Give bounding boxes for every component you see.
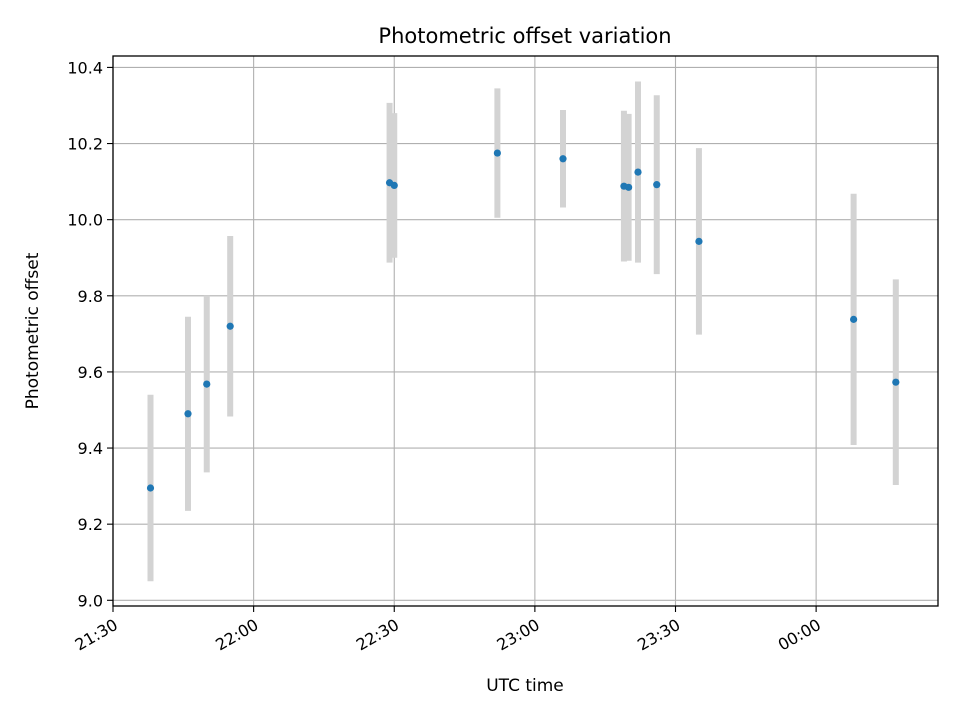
data-point (184, 410, 192, 418)
data-point (390, 181, 398, 190)
y-tick-label: 9.8 (78, 287, 103, 306)
data-point (695, 237, 703, 245)
y-tick-label: 9.6 (78, 363, 103, 382)
data-point (203, 380, 211, 388)
y-axis-label: Photometric offset (23, 252, 43, 409)
data-point (850, 315, 858, 323)
y-tick-label: 10.0 (67, 211, 103, 230)
y-tick-label: 9.0 (78, 591, 103, 610)
data-point (146, 484, 155, 492)
y-tick-label: 9.4 (78, 439, 103, 458)
x-axis-label: UTC time (486, 676, 564, 696)
data-point (493, 149, 501, 157)
y-tick-label: 10.4 (67, 58, 103, 77)
plot-frame (112, 55, 939, 607)
data-point (559, 155, 567, 163)
data-point (634, 168, 642, 176)
chart-title: Photometric offset variation (378, 24, 671, 48)
y-tick-label: 10.2 (67, 135, 103, 154)
data-points (146, 149, 900, 492)
data-point (625, 183, 633, 191)
y-axis: 9.0 9.2 9.4 9.6 9.8 10.0 10.2 10.4 (67, 58, 113, 610)
data-point (892, 378, 900, 386)
data-point (226, 322, 234, 330)
y-tick-label: 9.2 (78, 515, 103, 534)
data-point (653, 181, 661, 189)
